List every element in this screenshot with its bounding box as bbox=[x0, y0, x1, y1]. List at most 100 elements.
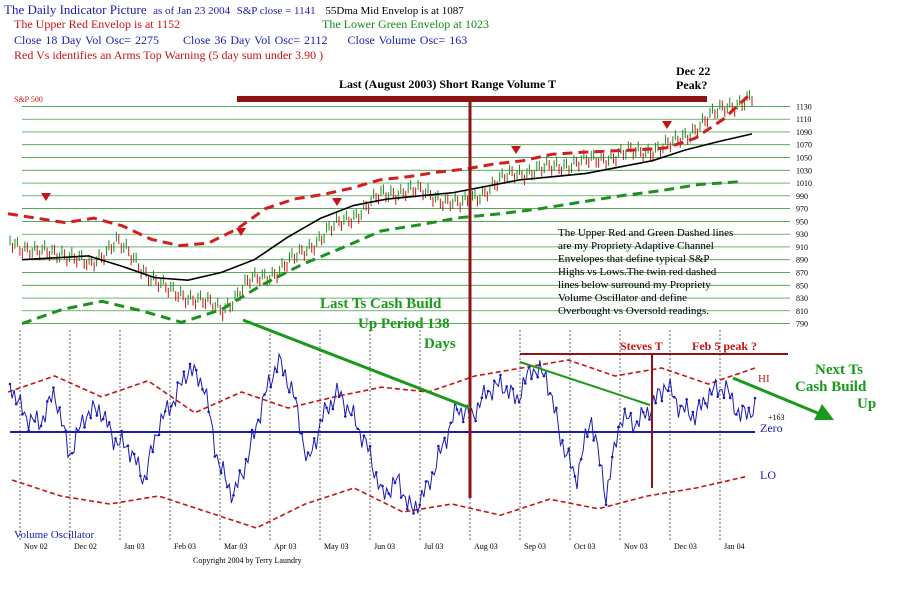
cash-build-text-2: Days bbox=[424, 336, 456, 352]
oscillator-point bbox=[331, 407, 335, 411]
oscillator-point bbox=[213, 455, 217, 458]
oscillator-point bbox=[381, 484, 384, 488]
oscillator-point bbox=[728, 396, 732, 400]
y-tick-1030: 1030 bbox=[796, 166, 812, 175]
x-tick-5: Apr 03 bbox=[274, 542, 296, 551]
oscillator-point bbox=[598, 463, 602, 467]
oscillator-point bbox=[325, 406, 328, 410]
oscillator-point bbox=[207, 410, 210, 414]
oscillator-point bbox=[126, 444, 130, 447]
lo-label: LO bbox=[760, 468, 776, 482]
y-tick-930: 930 bbox=[796, 230, 808, 239]
oscillator-point bbox=[412, 512, 415, 515]
oscillator-point bbox=[704, 402, 707, 405]
oscillator-point bbox=[14, 402, 18, 406]
oscillator-point bbox=[95, 414, 99, 417]
y-tick-1050: 1050 bbox=[796, 154, 812, 163]
y-tick-850: 850 bbox=[796, 281, 808, 290]
y-tick-830: 830 bbox=[796, 294, 808, 303]
next-ts-text-1: Cash Build bbox=[795, 379, 867, 395]
oscillator-point bbox=[225, 485, 229, 489]
x-tick-0: Nov 02 bbox=[24, 542, 48, 551]
price-panel-label: S&P 500 bbox=[14, 95, 43, 104]
oscillator-point bbox=[343, 415, 347, 418]
oscillator-point bbox=[679, 404, 682, 408]
month-gridlines bbox=[19, 330, 721, 540]
oscillator-point bbox=[449, 421, 453, 425]
steves-t-label: Steves T bbox=[620, 339, 663, 353]
oscillator-point bbox=[443, 436, 446, 440]
oscillator-point bbox=[294, 396, 297, 400]
mid-envelope: 55Dma Mid Envelop is at 1087 bbox=[325, 5, 464, 17]
oscillator-point bbox=[188, 362, 192, 366]
oscillator-point bbox=[735, 413, 738, 416]
oscillator-point bbox=[511, 387, 515, 391]
ma-55-line bbox=[21, 133, 753, 281]
chart-title: The Daily Indicator Picture bbox=[4, 2, 147, 17]
next-ts-arrowhead bbox=[814, 404, 834, 420]
y-tick-1130: 1130 bbox=[796, 102, 812, 111]
last-t-label: Last (August 2003) Short Range Volume T bbox=[339, 77, 556, 91]
chart-text: 790 810 830 850 870 890 910 930 950 970 990 1010 103… bbox=[14, 64, 876, 565]
oscillator-point bbox=[337, 395, 341, 399]
oscillator-point bbox=[263, 393, 266, 396]
oscillator-point bbox=[604, 503, 608, 506]
oscillator-point bbox=[424, 480, 428, 483]
oscillator-point bbox=[635, 420, 639, 423]
cash-build-text-1: Up Period 138 bbox=[358, 316, 450, 332]
oscillator-point bbox=[238, 469, 242, 472]
price-lines bbox=[7, 91, 754, 326]
oscillator-point bbox=[499, 373, 502, 377]
oscillator-point bbox=[132, 452, 136, 456]
oscillator-point bbox=[269, 385, 273, 389]
arms-v-marker-0 bbox=[41, 193, 51, 201]
peak-label: Peak? bbox=[676, 78, 707, 92]
oscillator-point bbox=[399, 496, 403, 499]
x-tick-10: Sep 03 bbox=[524, 542, 546, 551]
oscillator-point bbox=[710, 392, 713, 396]
oscillator-point bbox=[430, 471, 434, 474]
last-t-bar bbox=[237, 96, 707, 102]
sp-close: S&P close = 1141 bbox=[236, 5, 316, 17]
volume-oscillator-line bbox=[9, 352, 756, 514]
oscillator-point bbox=[418, 503, 422, 507]
oscillator-lines bbox=[7, 352, 757, 529]
feb5-label: Feb 5 peak ? bbox=[692, 339, 757, 353]
oscillator-point bbox=[319, 418, 322, 422]
hi-label: HI bbox=[758, 373, 770, 385]
oscillator-point bbox=[312, 436, 316, 440]
lo-band-line bbox=[11, 476, 746, 529]
cash-build-text-0: Last Ts Cash Build bbox=[320, 296, 442, 312]
x-tick-4: Mar 03 bbox=[224, 542, 247, 551]
oscillator-point bbox=[83, 426, 86, 429]
note-line-3: Highs vs Lows.The twin red dashed bbox=[558, 266, 717, 278]
oscillator-point bbox=[586, 435, 589, 438]
oscillator-point bbox=[530, 377, 533, 381]
oscillator-point bbox=[356, 427, 359, 431]
oscillator-point bbox=[523, 382, 527, 385]
oscillator-point bbox=[660, 399, 664, 403]
y-tick-970: 970 bbox=[796, 205, 808, 214]
y-tick-950: 950 bbox=[796, 217, 808, 226]
arms-v-marker-4 bbox=[662, 121, 672, 129]
oscillator-point bbox=[406, 507, 409, 511]
y-tick-1010: 1010 bbox=[796, 179, 812, 188]
oscillator-point bbox=[89, 416, 93, 420]
y-tick-910: 910 bbox=[796, 243, 808, 252]
oscillator-point bbox=[505, 385, 508, 388]
oscillator-point bbox=[275, 370, 279, 374]
upper-envelope-text: The Upper Red Envelop is at 1152 bbox=[14, 17, 181, 31]
cash-build-line-1 bbox=[242, 318, 471, 410]
oscillator-readings: Close 18 Day Vol Osc= 2275 Close 36 Day … bbox=[14, 33, 467, 48]
y-tick-1070: 1070 bbox=[796, 141, 812, 150]
oscillator-point bbox=[232, 493, 235, 497]
oscillator-point bbox=[536, 375, 540, 379]
oscillator-point bbox=[76, 430, 80, 433]
osc-36-day: Close 36 Day Vol Osc= 2112 bbox=[183, 33, 328, 47]
oscillator-point bbox=[579, 457, 583, 461]
oscillator-point bbox=[753, 396, 757, 400]
y-tick-890: 890 bbox=[796, 256, 808, 265]
oscillator-point bbox=[139, 474, 142, 478]
oscillator-point bbox=[250, 428, 254, 432]
